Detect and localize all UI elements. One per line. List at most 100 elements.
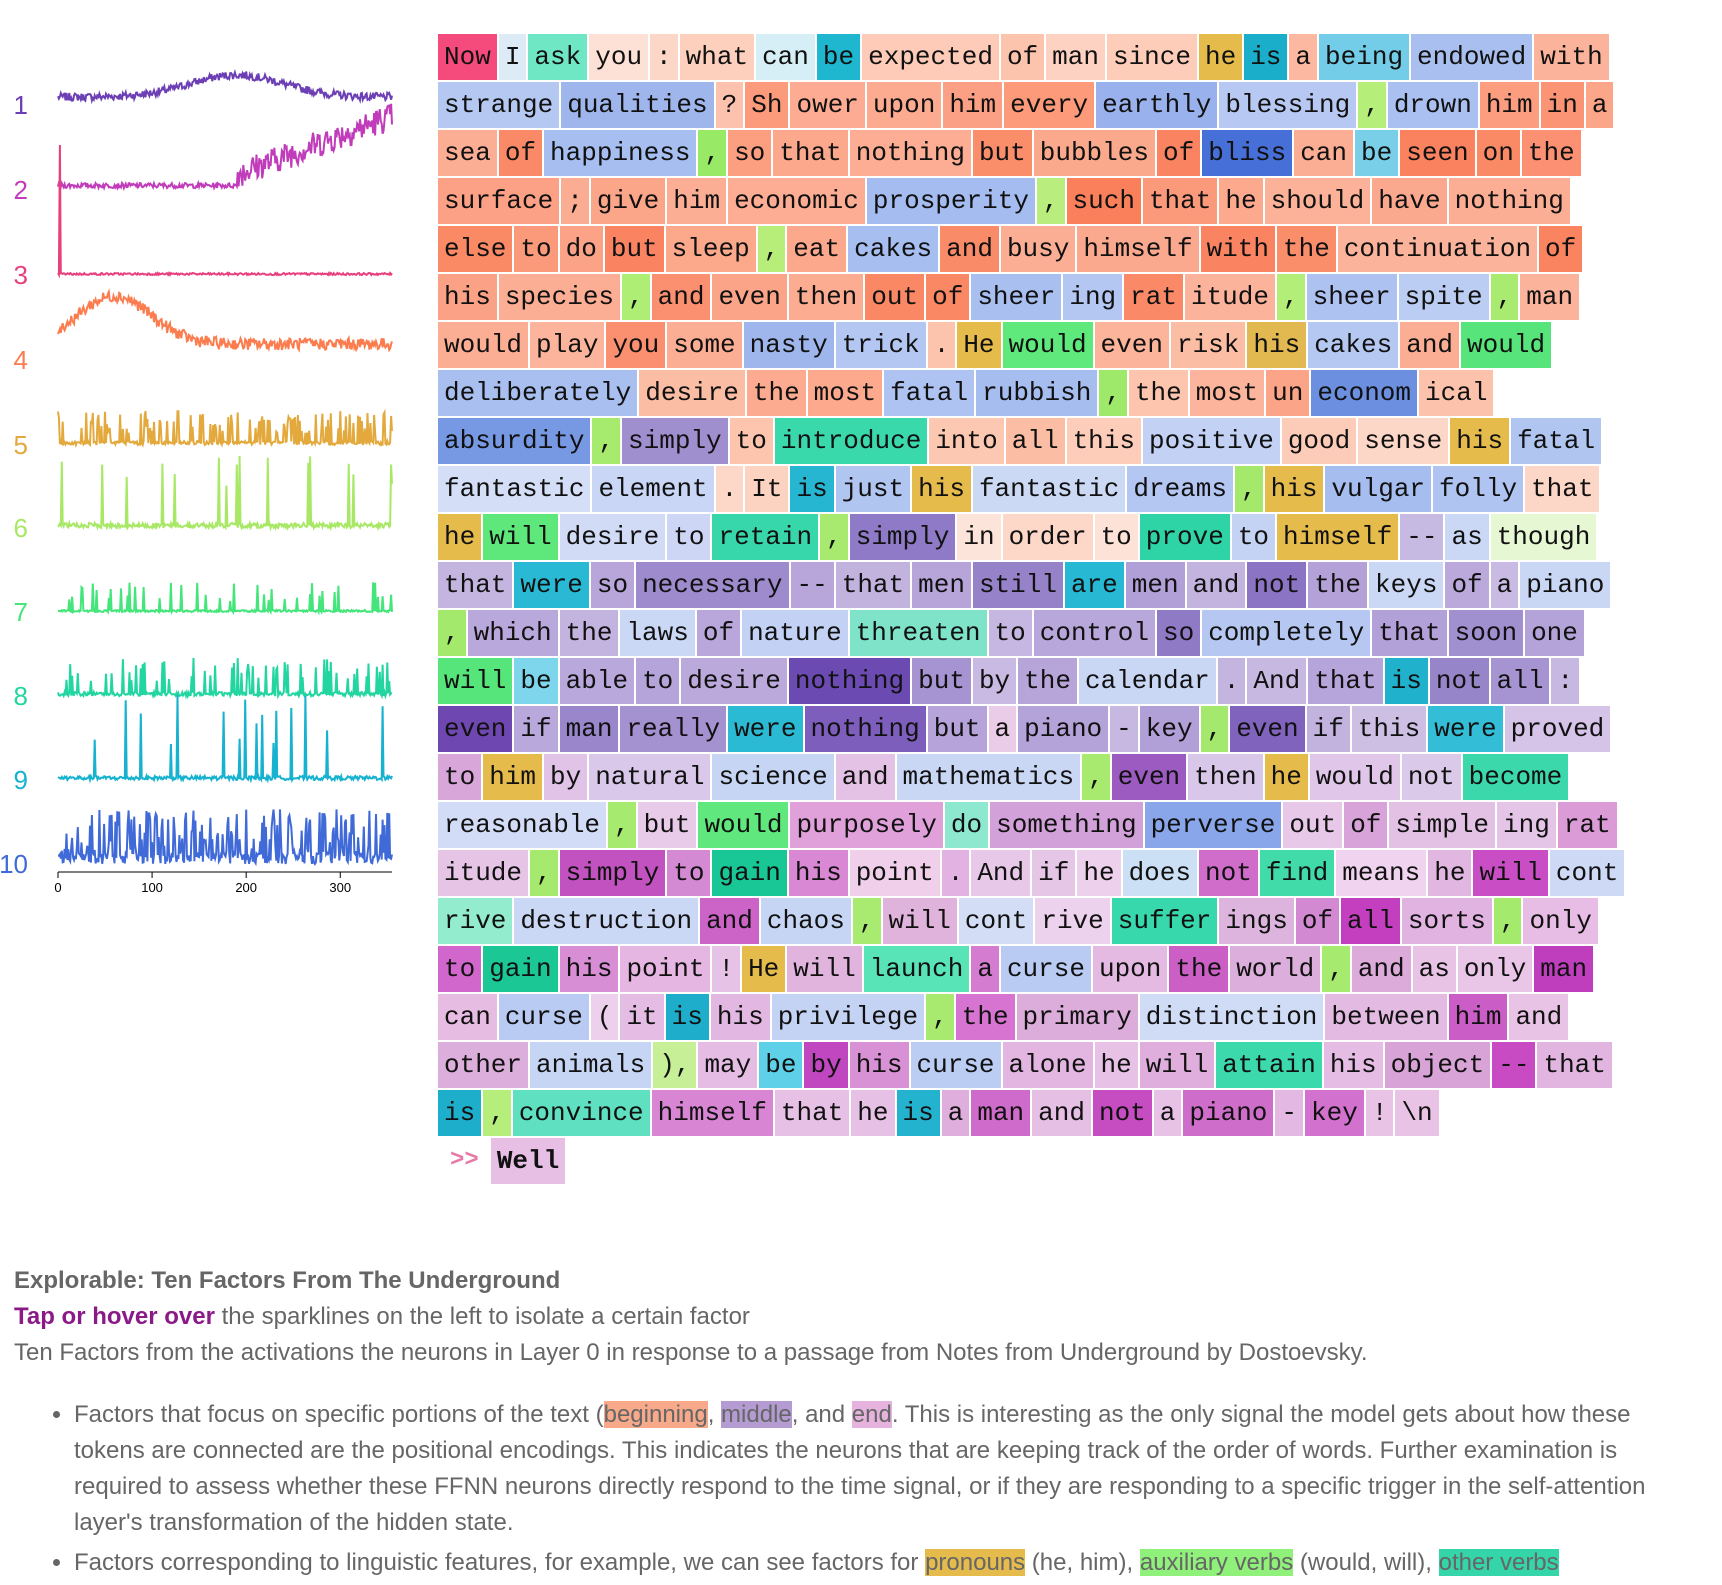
token[interactable]: suffer: [1111, 898, 1218, 944]
token[interactable]: all: [1005, 418, 1065, 464]
token[interactable]: rat: [1124, 274, 1183, 320]
token[interactable]: point: [849, 850, 940, 896]
token[interactable]: that: [773, 130, 848, 176]
token[interactable]: what: [679, 34, 755, 80]
token[interactable]: do: [559, 226, 603, 272]
token[interactable]: order: [1002, 514, 1093, 560]
token[interactable]: but: [912, 658, 971, 704]
token[interactable]: qualities: [561, 82, 714, 128]
token[interactable]: piano: [1520, 562, 1611, 608]
token[interactable]: will: [1473, 850, 1548, 896]
token[interactable]: such: [1066, 178, 1141, 224]
token[interactable]: nasty: [743, 322, 834, 368]
token[interactable]: then: [788, 274, 864, 320]
token[interactable]: other: [438, 1042, 529, 1088]
token[interactable]: nothing: [849, 130, 971, 176]
token[interactable]: purposely: [790, 802, 943, 848]
token[interactable]: prosperity: [866, 178, 1035, 224]
token[interactable]: to: [667, 514, 711, 560]
token[interactable]: play: [530, 322, 605, 368]
token[interactable]: primary: [1016, 994, 1138, 1040]
token[interactable]: of: [1156, 130, 1201, 176]
token[interactable]: as: [1445, 514, 1489, 560]
token[interactable]: point: [620, 946, 711, 992]
token[interactable]: still: [972, 562, 1063, 608]
token[interactable]: to: [438, 946, 482, 992]
token[interactable]: cakes: [1308, 322, 1399, 368]
token[interactable]: bliss: [1202, 130, 1293, 176]
token[interactable]: trick: [835, 322, 926, 368]
token[interactable]: expected: [862, 34, 999, 80]
sparkline-factor-4[interactable]: [57, 288, 393, 353]
factor-label-2[interactable]: 2: [14, 175, 28, 205]
token[interactable]: ,: [1493, 898, 1522, 944]
token[interactable]: do: [944, 802, 989, 848]
token[interactable]: would: [1461, 322, 1552, 368]
token[interactable]: just: [835, 466, 911, 512]
token[interactable]: gain: [483, 946, 558, 992]
token[interactable]: into: [929, 418, 1004, 464]
token[interactable]: every: [1004, 82, 1095, 128]
token[interactable]: is: [1384, 658, 1428, 704]
token[interactable]: should: [1264, 178, 1371, 224]
token[interactable]: ,: [608, 802, 636, 848]
token[interactable]: cont: [1549, 850, 1625, 896]
token[interactable]: his: [559, 946, 619, 992]
token[interactable]: he: [1077, 850, 1121, 896]
token[interactable]: between: [1325, 994, 1447, 1040]
token[interactable]: curse: [1000, 946, 1091, 992]
token[interactable]: men: [912, 562, 971, 608]
token[interactable]: !: [1365, 1090, 1394, 1136]
token[interactable]: not: [1401, 754, 1461, 800]
token[interactable]: which: [467, 610, 558, 656]
token[interactable]: to: [438, 754, 482, 800]
token[interactable]: ,: [1276, 274, 1305, 320]
token[interactable]: else: [438, 226, 513, 272]
token[interactable]: being: [1319, 34, 1410, 80]
token[interactable]: absurdity: [438, 418, 591, 464]
token[interactable]: fantastic: [438, 466, 591, 512]
token[interactable]: the: [746, 370, 806, 416]
token[interactable]: perverse: [1144, 802, 1282, 848]
token[interactable]: soon: [1448, 610, 1524, 656]
sparkline-factor-6[interactable]: [57, 455, 393, 532]
token[interactable]: fatal: [1511, 418, 1602, 464]
token[interactable]: and: [1400, 322, 1460, 368]
token[interactable]: economic: [728, 178, 865, 224]
token[interactable]: And: [971, 850, 1031, 896]
token[interactable]: the: [559, 610, 619, 656]
token[interactable]: men: [1125, 562, 1185, 608]
token[interactable]: him: [667, 178, 727, 224]
token[interactable]: that: [1537, 1042, 1612, 1088]
token[interactable]: ,: [483, 1090, 511, 1136]
token[interactable]: of: [498, 130, 543, 176]
token[interactable]: but: [637, 802, 697, 848]
token[interactable]: animals: [530, 1042, 652, 1088]
token[interactable]: and: [1032, 1090, 1091, 1136]
token[interactable]: may: [698, 1042, 758, 1088]
token[interactable]: -: [1275, 1090, 1304, 1136]
token[interactable]: Sh: [745, 82, 789, 128]
token[interactable]: then: [1188, 754, 1263, 800]
token[interactable]: a: [941, 1090, 970, 1136]
token[interactable]: proved: [1504, 706, 1611, 752]
token[interactable]: in: [1540, 82, 1584, 128]
token[interactable]: ower: [790, 82, 865, 128]
token[interactable]: strange: [438, 82, 560, 128]
token[interactable]: itude: [438, 850, 529, 896]
factor-label-8[interactable]: 8: [14, 681, 28, 711]
token[interactable]: privilege: [771, 994, 925, 1040]
token[interactable]: and: [1186, 562, 1246, 608]
token[interactable]: you: [606, 322, 666, 368]
token[interactable]: if: [1306, 706, 1350, 752]
token[interactable]: his: [438, 274, 497, 320]
token[interactable]: curse: [910, 1042, 1001, 1088]
token[interactable]: \n: [1395, 1090, 1439, 1136]
token[interactable]: upon: [866, 82, 942, 128]
token[interactable]: can: [756, 34, 815, 80]
token[interactable]: ,: [1036, 178, 1065, 224]
token[interactable]: he: [1219, 178, 1263, 224]
token[interactable]: his: [788, 850, 848, 896]
token[interactable]: that: [438, 562, 513, 608]
token[interactable]: nothing: [804, 706, 926, 752]
